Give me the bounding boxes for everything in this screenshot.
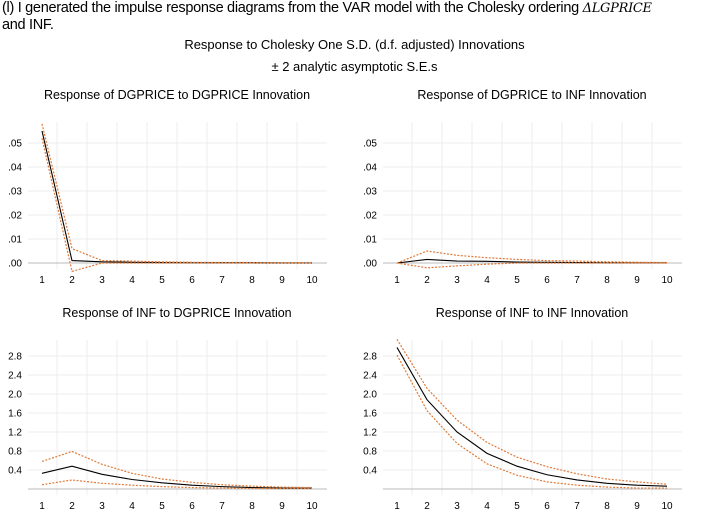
y-tick-label: 2.0 bbox=[8, 390, 22, 401]
x-tick-label: 9 bbox=[634, 275, 640, 286]
x-tick-label: 8 bbox=[249, 501, 255, 512]
y-tick-label: .00 bbox=[363, 259, 377, 270]
x-tick-label: 5 bbox=[159, 501, 165, 512]
x-tick-label: 4 bbox=[129, 275, 135, 286]
x-tick-label: 1 bbox=[39, 501, 45, 512]
y-tick-label: 2.8 bbox=[8, 352, 22, 363]
x-tick-label: 2 bbox=[69, 501, 75, 512]
y-tick-label: 0.4 bbox=[8, 466, 22, 477]
x-tick-label: 7 bbox=[574, 275, 580, 286]
x-tick-label: 7 bbox=[219, 501, 225, 512]
x-tick-label: 5 bbox=[514, 275, 520, 286]
x-tick-label: 9 bbox=[279, 501, 285, 512]
x-tick-label: 10 bbox=[661, 275, 673, 286]
panel-title-1: Response of DGPRICE to DGPRICE Innovatio… bbox=[0, 88, 354, 102]
y-tick-label: .05 bbox=[8, 139, 22, 150]
y-tick-label: 1.2 bbox=[8, 428, 22, 439]
y-tick-label: 2.4 bbox=[363, 371, 377, 382]
x-tick-label: 6 bbox=[189, 501, 195, 512]
y-tick-label: .02 bbox=[8, 211, 22, 222]
x-tick-label: 6 bbox=[544, 501, 550, 512]
y-tick-label: .02 bbox=[363, 211, 377, 222]
x-tick-label: 2 bbox=[69, 275, 75, 286]
y-tick-label: .01 bbox=[8, 235, 22, 246]
x-tick-label: 7 bbox=[219, 275, 225, 286]
x-tick-label: 8 bbox=[604, 275, 610, 286]
x-tick-label: 6 bbox=[189, 275, 195, 286]
y-tick-label: 1.2 bbox=[363, 428, 377, 439]
y-tick-label: 2.0 bbox=[363, 390, 377, 401]
x-tick-label: 3 bbox=[454, 275, 460, 286]
x-tick-label: 9 bbox=[279, 275, 285, 286]
y-tick-label: .03 bbox=[363, 187, 377, 198]
y-tick-label: 0.4 bbox=[363, 466, 377, 477]
y-tick-label: 1.6 bbox=[8, 409, 22, 420]
y-tick-label: .00 bbox=[8, 259, 22, 270]
y-tick-label: 2.4 bbox=[8, 371, 22, 382]
x-tick-label: 2 bbox=[424, 501, 430, 512]
x-tick-label: 8 bbox=[604, 501, 610, 512]
x-tick-label: 3 bbox=[99, 275, 105, 286]
x-tick-label: 8 bbox=[249, 275, 255, 286]
y-tick-label: .05 bbox=[363, 139, 377, 150]
chart-inf-inf: 0.4 0.8 1.2 1.6 2.0 2.4 2.8 1 2 3 4 5 6 7 8 9 10 bbox=[355, 330, 709, 530]
panel-title-2: Response of DGPRICE to INF Innovation bbox=[355, 88, 709, 102]
x-tick-label: 4 bbox=[484, 275, 490, 286]
x-tick-label: 3 bbox=[454, 501, 460, 512]
x-tick-label: 7 bbox=[574, 501, 580, 512]
x-tick-label: 1 bbox=[394, 275, 400, 286]
intro-math: ΔLGPRICE bbox=[583, 1, 652, 16]
y-tick-label: .04 bbox=[8, 163, 22, 174]
x-tick-label: 5 bbox=[159, 275, 165, 286]
x-tick-label: 2 bbox=[424, 275, 430, 286]
chart-dgprice-inf: .00 .01 .02 .03 .04 .05 1 2 3 4 5 6 7 8 9 10 bbox=[355, 110, 709, 310]
chart-dgprice-dgprice: .00 .01 .02 .03 .04 .05 1 2 3 4 5 6 7 8 9 10 bbox=[0, 110, 354, 310]
x-tick-label: 3 bbox=[99, 501, 105, 512]
intro-paragraph: (l) I generated the impulse response dia… bbox=[2, 0, 707, 34]
x-tick-label: 4 bbox=[129, 501, 135, 512]
y-tick-label: .04 bbox=[363, 163, 377, 174]
x-tick-label: 10 bbox=[306, 275, 318, 286]
intro-text-end: and INF. bbox=[2, 17, 54, 33]
figure-subtitle: ± 2 analytic asymptotic S.E.s bbox=[0, 59, 709, 74]
x-tick-label: 1 bbox=[39, 275, 45, 286]
y-tick-label: .03 bbox=[8, 187, 22, 198]
x-tick-label: 10 bbox=[661, 501, 673, 512]
x-tick-label: 4 bbox=[484, 501, 490, 512]
chart-inf-dgprice: 0.4 0.8 1.2 1.6 2.0 2.4 2.8 1 2 3 4 5 6 7 8 9 10 bbox=[0, 330, 354, 530]
y-tick-label: 0.8 bbox=[363, 447, 377, 458]
y-tick-label: 2.8 bbox=[363, 352, 377, 363]
y-tick-label: 0.8 bbox=[8, 447, 22, 458]
y-tick-label: 1.6 bbox=[363, 409, 377, 420]
x-tick-label: 9 bbox=[634, 501, 640, 512]
x-tick-label: 6 bbox=[544, 275, 550, 286]
x-tick-label: 10 bbox=[306, 501, 318, 512]
x-tick-label: 5 bbox=[514, 501, 520, 512]
figure-title: Response to Cholesky One S.D. (d.f. adju… bbox=[0, 37, 709, 52]
intro-text: (l) I generated the impulse response dia… bbox=[2, 0, 579, 16]
y-tick-label: .01 bbox=[363, 235, 377, 246]
x-tick-label: 1 bbox=[394, 501, 400, 512]
